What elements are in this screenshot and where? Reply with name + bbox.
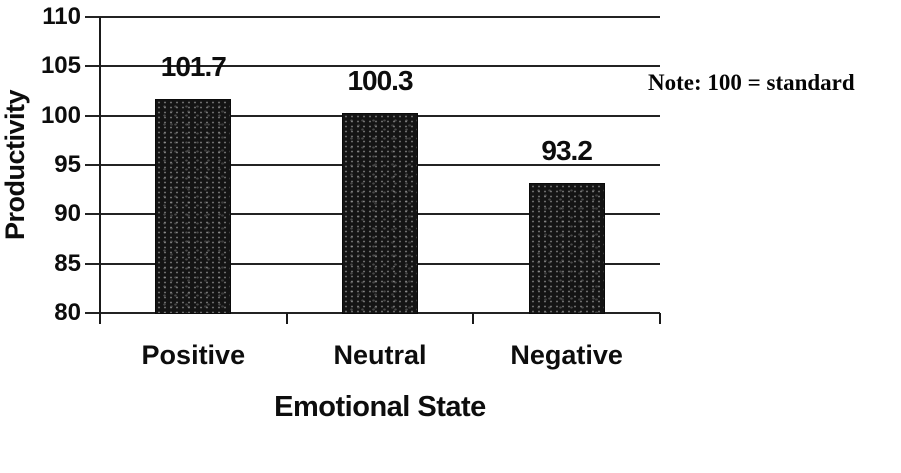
category-label-positive: Positive bbox=[141, 340, 246, 370]
y-tick-label-80: 80 bbox=[54, 299, 81, 326]
y-tick-label-110: 110 bbox=[42, 3, 81, 30]
category-label-negative: Negative bbox=[510, 340, 623, 370]
y-tick-label-85: 85 bbox=[54, 249, 81, 277]
bar-neutral bbox=[342, 112, 418, 314]
x-axis-tick-1 bbox=[285, 313, 288, 324]
x-axis-tick-3 bbox=[659, 313, 661, 324]
y-tick-label-105: 105 bbox=[40, 52, 81, 80]
y-tick-label-100: 100 bbox=[40, 101, 81, 129]
value-label-negative: 93.2 bbox=[541, 134, 593, 166]
y-tick-label-95: 95 bbox=[54, 151, 81, 178]
value-label-positive: 101.7 bbox=[160, 50, 227, 82]
gridline-110 bbox=[85, 16, 660, 18]
value-label-neutral: 100.3 bbox=[347, 64, 413, 96]
bar-positive bbox=[155, 98, 232, 314]
category-label-neutral: Neutral bbox=[333, 340, 427, 370]
gridline-105 bbox=[85, 65, 660, 68]
y-tick-label-90: 90 bbox=[54, 200, 81, 228]
bar-negative bbox=[528, 182, 605, 314]
x-axis-title: Emotional State bbox=[274, 391, 486, 423]
chart-note: Note: 100 = standard bbox=[648, 70, 855, 95]
y-axis-line bbox=[99, 17, 101, 324]
x-axis-tick-2 bbox=[472, 313, 475, 324]
